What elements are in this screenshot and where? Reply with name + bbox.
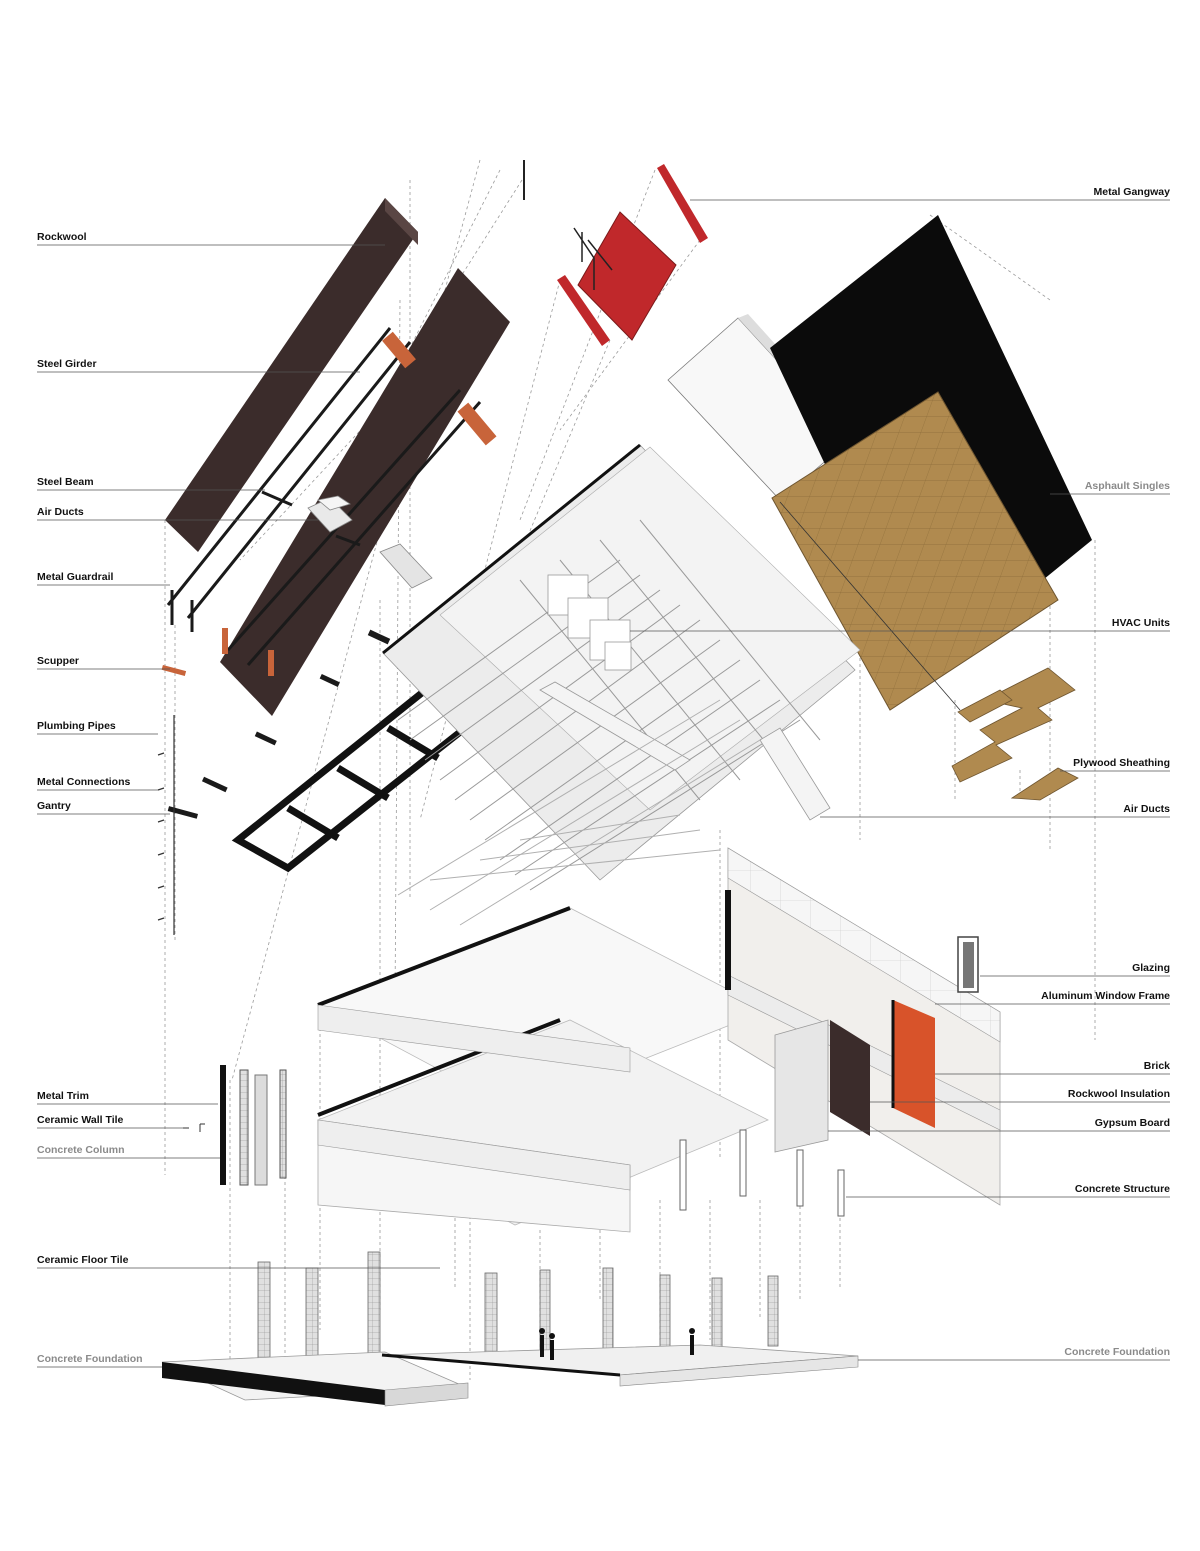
- concrete-foundation: [161, 1344, 859, 1407]
- ceiling-framing: [397, 699, 761, 926]
- construction-lines: [164, 159, 1096, 1380]
- building-columns: [679, 1129, 845, 1217]
- plywood-sheathing: [771, 391, 1079, 801]
- foundation-columns: [257, 1251, 779, 1373]
- air-duct-boxes: [307, 495, 433, 589]
- human-figures: [539, 1328, 695, 1360]
- air-ducts-right: [539, 681, 831, 821]
- leader-lines-right: [630, 199, 1170, 1361]
- facade: [725, 847, 1001, 1206]
- building-frame: [317, 906, 769, 1233]
- wall-assembly-panels: [774, 1000, 935, 1153]
- column-assembly: [183, 1065, 287, 1186]
- hvac-units: [547, 574, 632, 671]
- rockwool-slabs: [165, 198, 510, 716]
- leader-lines-left: [37, 244, 440, 1368]
- metal-connection-blocks: [167, 629, 391, 819]
- steel-orange-plates: [161, 331, 497, 677]
- metal-gangway: [523, 160, 708, 346]
- plumbing-pipes: [157, 715, 175, 935]
